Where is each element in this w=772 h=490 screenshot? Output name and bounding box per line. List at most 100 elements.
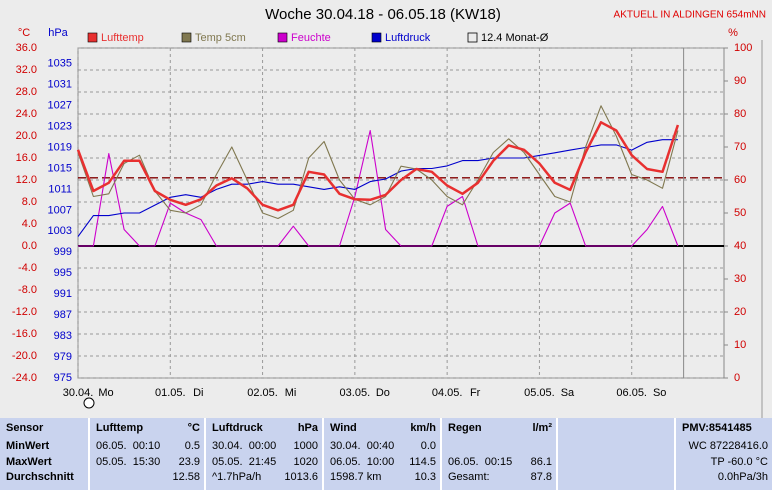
cell-text: °C — [187, 422, 200, 434]
cell-text: Sensor — [6, 422, 44, 434]
table-cell: MinWert — [6, 440, 84, 456]
cell-text: 0.0 — [420, 440, 436, 452]
cell-text: 05.05. 21:45 — [212, 455, 277, 468]
table-cell — [564, 471, 670, 487]
cell-text: 0.0hPa/3h — [717, 471, 768, 483]
table-header: Wind km/h — [330, 422, 436, 440]
cell-text: 87.8 — [530, 471, 552, 483]
x-tick-label: 01.05. — [155, 387, 186, 399]
table-cell: MaxWert — [6, 456, 84, 472]
table-cell: 05.05. 21:45 1020 — [212, 456, 318, 472]
y2-tick-label: 1035 — [48, 58, 72, 70]
table-header: PMV:8541485 — [682, 422, 768, 440]
y3-tick-label: 80 — [734, 108, 746, 120]
x-tick-day: Mo — [98, 387, 113, 399]
x-tick-day: Di — [193, 387, 203, 399]
y2-tick-label: 975 — [54, 372, 72, 384]
cell-text: l/m² — [532, 422, 552, 434]
y2-tick-label: 979 — [54, 351, 72, 363]
cell-text: 06.05. 00:10 — [96, 440, 161, 452]
legend-swatch — [371, 32, 382, 43]
legend-label: Feuchte — [291, 32, 331, 44]
y-tick-label: 24.0 — [16, 108, 37, 120]
table-header — [564, 422, 670, 440]
y3-tick-label: 20 — [734, 306, 746, 318]
table-header: Regen l/m² — [448, 422, 552, 440]
y-tick-label: 32.0 — [16, 64, 37, 76]
annotation: AKTUELL IN ALDINGEN 654mNN — [614, 10, 766, 21]
table-cell — [564, 456, 670, 472]
y3-tick-label: 10 — [734, 339, 746, 351]
series-line — [77, 105, 679, 220]
y-tick-label: -20.0 — [12, 350, 37, 362]
chart-title: Woche 30.04.18 - 06.05.18 (KW18) — [265, 6, 501, 23]
y2-tick-label: 999 — [54, 246, 72, 258]
y2-tick-label: 991 — [54, 288, 72, 300]
table-cell — [564, 440, 670, 456]
cell-text: Regen — [448, 422, 482, 434]
table-cell: 06.05. 10:00 114.5 — [330, 456, 436, 472]
cell-text: Gesamt: — [448, 471, 490, 483]
y3-tick-label: 0 — [734, 372, 740, 384]
x-tick-day: So — [653, 387, 666, 399]
cell-text: 23.9 — [178, 455, 200, 468]
cell-text: 30.04. 00:00 — [212, 440, 277, 452]
y3-tick-label: 50 — [734, 207, 746, 219]
cell-text: 05.05. 15:30 — [96, 455, 161, 468]
table-cell: 12.58 — [96, 471, 200, 487]
table-cell — [448, 440, 552, 456]
legend-swatch — [87, 32, 98, 43]
y2-tick-label: 1019 — [48, 141, 72, 153]
cell-text: 86.1 — [530, 455, 552, 468]
x-tick-day: Do — [376, 387, 390, 399]
chart: Woche 30.04.18 - 06.05.18 (KW18) AKTUELL… — [12, 6, 766, 418]
table-cell: 1598.7 km 10.3 — [330, 471, 436, 487]
y-tick-label: -16.0 — [12, 328, 37, 340]
cell-text: 1013.6 — [284, 471, 318, 483]
cell-text: 1020 — [293, 455, 318, 468]
cell-text: PMV:8541485 — [682, 422, 752, 434]
x-tick-label: 04.05. — [432, 387, 463, 399]
cell-text: km/h — [410, 422, 436, 434]
y-tick-label: -12.0 — [12, 306, 37, 318]
legend-label: 12.4 Monat-Ø — [481, 32, 549, 44]
table-cell: Gesamt: 87.8 — [448, 471, 552, 487]
y-tick-label: 0.0 — [22, 240, 37, 252]
x-tick-label: 05.05. — [524, 387, 555, 399]
table-cell: 0.0hPa/3h — [682, 471, 768, 487]
y-tick-label: -24.0 — [12, 372, 37, 384]
cell-text: TP -60.0 °C — [710, 455, 768, 468]
y-tick-label: 36.0 — [16, 42, 37, 54]
series-line — [77, 139, 678, 237]
y3-tick-label: 90 — [734, 75, 746, 87]
table-column — [556, 418, 674, 490]
cell-text: Durchschnitt — [6, 471, 74, 483]
x-tick-label: 06.05. — [616, 387, 647, 399]
y-axis-title: °C — [18, 27, 30, 39]
table-column: Lufttemp °C 06.05. 00:10 0.5 05.05. 15:30 23.… — [88, 418, 204, 490]
table-header: Luftdruck hPa — [212, 422, 318, 440]
table-header: Lufttemp °C — [96, 422, 200, 440]
cell-text: Lufttemp — [96, 422, 144, 434]
y2-tick-label: 1003 — [48, 225, 72, 237]
x-tick-day: Sa — [561, 387, 575, 399]
cell-text: 1598.7 km — [330, 471, 382, 483]
series-line — [76, 121, 680, 212]
legend-swatch — [277, 32, 288, 43]
x-tick-day: Fr — [470, 387, 481, 399]
legend-label: Temp 5cm — [195, 32, 246, 44]
table-cell: WC 87228416.0 — [682, 440, 769, 456]
x-tick-label: 03.05. — [340, 387, 371, 399]
table-column: Luftdruck hPa 30.04. 00:00 1000 05.05. 21:45… — [204, 418, 322, 490]
cell-text: 0.5 — [184, 440, 200, 452]
table-cell: 05.05. 15:30 23.9 — [96, 456, 200, 472]
y2-tick-label: 983 — [54, 330, 72, 342]
y3-tick-label: 70 — [734, 141, 746, 153]
y2-tick-label: 1011 — [48, 183, 72, 195]
y-tick-label: 28.0 — [16, 86, 37, 98]
table-cell: ^1.7hPa/h 1013.6 — [212, 471, 318, 487]
y2-tick-label: 987 — [54, 309, 72, 321]
cell-text: 06.05. 10:00 — [330, 455, 395, 468]
cell-text: 06.05. 00:15 — [448, 455, 513, 468]
